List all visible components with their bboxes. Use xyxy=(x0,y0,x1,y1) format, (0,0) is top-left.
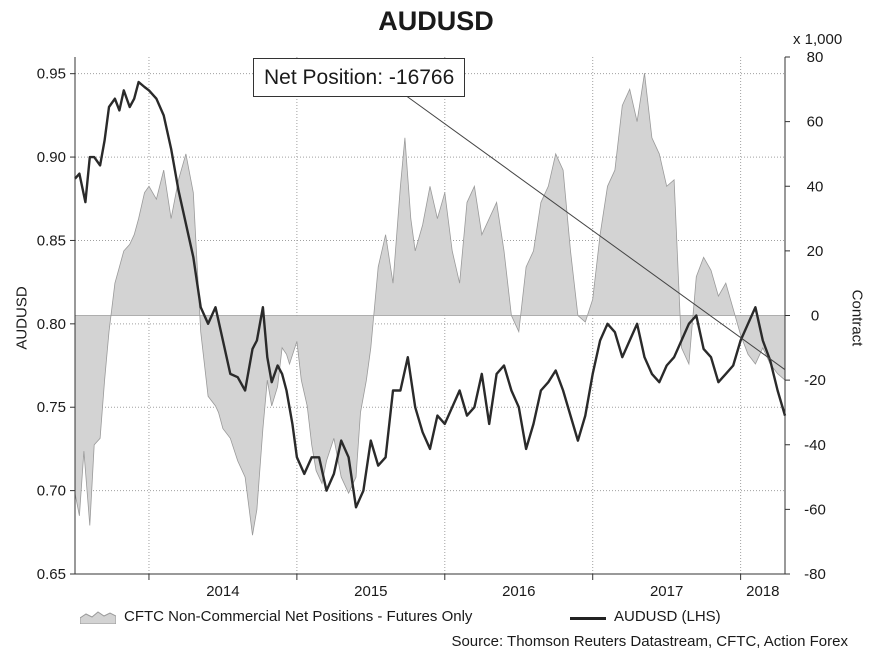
left-tick-label: 0.85 xyxy=(37,232,66,249)
left-axis-label: AUDUSD xyxy=(13,286,31,350)
cftc-area-series xyxy=(74,73,786,536)
cftc-net-position-area xyxy=(74,73,786,536)
x-tick-label: 2018 xyxy=(746,583,779,600)
right-axis-label: Contract xyxy=(848,289,866,347)
callout-leader-line xyxy=(404,94,786,371)
legend-label-audusd: AUDUSD (LHS) xyxy=(614,608,721,625)
tick-labels: 0.65 0.70 0.75 0.80 0.85 0.90 0.95 -80 -60 -40 -20… xyxy=(37,49,826,600)
x-tick-label: 2015 xyxy=(354,583,387,600)
x-tick-label: 2017 xyxy=(650,583,683,600)
left-tick-label: 0.70 xyxy=(37,483,66,500)
legend-area-swatch xyxy=(80,611,116,624)
right-tick-label: 0 xyxy=(811,308,819,325)
right-tick-label: 20 xyxy=(807,243,824,260)
audusd-line-series xyxy=(74,80,787,509)
legend-label-cftc: CFTC Non-Commercial Net Positions - Futu… xyxy=(124,608,473,625)
legend-line-swatch xyxy=(570,617,606,620)
left-tick-label: 0.90 xyxy=(37,149,66,166)
right-tick-label: 80 xyxy=(807,49,824,66)
axes xyxy=(74,57,786,580)
right-tick-label: -80 xyxy=(804,566,826,583)
left-tick-label: 0.65 xyxy=(37,566,66,583)
net-position-callout: Net Position: -16766 xyxy=(253,58,466,97)
source-note: Source: Thomson Reuters Datastream, CFTC… xyxy=(451,633,848,650)
left-tick-label: 0.80 xyxy=(37,316,66,333)
right-tick-label: -20 xyxy=(804,372,826,389)
right-tick-label: -60 xyxy=(804,501,826,518)
right-tick-label: -40 xyxy=(804,437,826,454)
left-tick-label: 0.75 xyxy=(37,399,66,416)
right-tick-label: 60 xyxy=(807,114,824,131)
right-tick-label: 40 xyxy=(807,178,824,195)
x-tick-label: 2014 xyxy=(206,583,239,600)
chart-title: AUDUSD xyxy=(378,6,494,36)
left-tick-label: 0.95 xyxy=(37,66,66,83)
right-axis-unit: x 1,000 xyxy=(793,31,843,48)
annotation-leader xyxy=(404,94,786,371)
audusd-line xyxy=(74,80,787,509)
x-tick-label: 2016 xyxy=(502,583,535,600)
